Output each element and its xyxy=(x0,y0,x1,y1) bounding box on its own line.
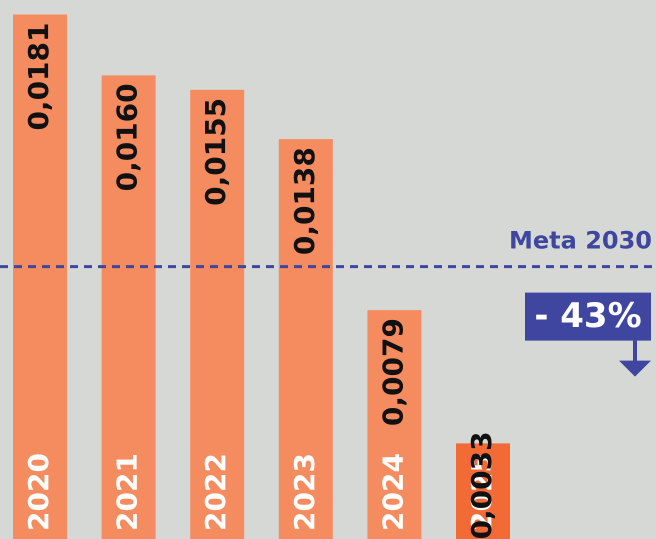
value-label: 0,0155 xyxy=(199,98,232,206)
bar xyxy=(367,310,422,539)
x-tick-label: 2024 xyxy=(376,453,409,531)
arrow-head xyxy=(619,360,651,377)
x-tick-label: 2025 xyxy=(465,453,498,531)
value-label: 0,0033 xyxy=(465,431,498,539)
change-label: - 43% xyxy=(534,296,641,336)
x-tick-label: 2021 xyxy=(111,453,144,531)
change-badge xyxy=(525,292,651,341)
bar xyxy=(101,75,156,539)
value-label: 0,0138 xyxy=(288,147,321,255)
bar xyxy=(190,89,245,539)
x-tick-label: 2020 xyxy=(22,453,55,531)
x-tick-label: 2023 xyxy=(288,453,321,531)
x-tick-label: 2022 xyxy=(199,453,232,531)
bar xyxy=(13,14,67,539)
bar xyxy=(456,443,510,539)
value-label: 0,0160 xyxy=(111,83,144,191)
value-label: 0,0079 xyxy=(376,318,409,426)
target-label: Meta 2030 xyxy=(509,227,652,255)
value-label: 0,0181 xyxy=(22,22,55,130)
bar xyxy=(278,139,333,539)
